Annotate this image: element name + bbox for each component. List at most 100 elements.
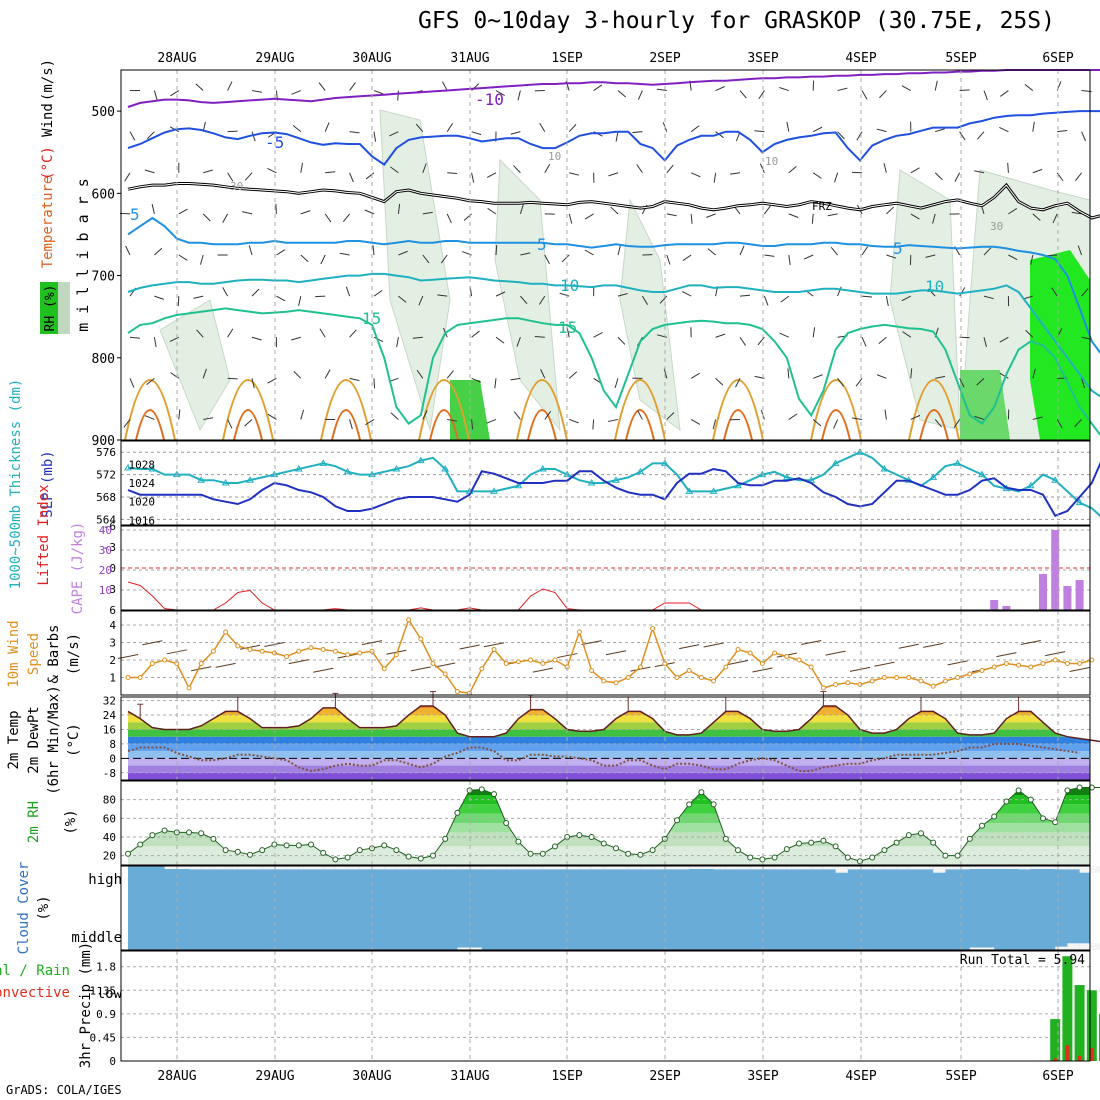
wind-barb (1081, 378, 1086, 389)
wind10m-axis-label: 10m Wind (6, 620, 22, 687)
wind-barb (446, 123, 454, 132)
cloud-gap (1091, 866, 1100, 873)
panel-frame (120, 525, 1091, 611)
wind-barb (300, 409, 305, 420)
rh-marker (796, 840, 802, 847)
thickness-marker (709, 487, 718, 494)
wind-axis-label: Wind (40, 103, 56, 137)
isotherm-10 (127, 272, 1100, 398)
contour-label: FRZ (812, 200, 832, 213)
wind-barb (739, 294, 751, 297)
wind-barb (129, 131, 136, 141)
wind-barb (440, 254, 448, 264)
cloud-gap (982, 866, 995, 869)
temp2m-axis-label: (6hr Min/Max) (46, 685, 62, 795)
cloud-panel (128, 866, 1100, 951)
rh-marker (979, 822, 985, 829)
temp-contour-warm (320, 379, 372, 441)
wind-barb (373, 336, 384, 343)
cloud-gap (921, 866, 934, 870)
wind-barb (559, 292, 570, 297)
wind-barb (418, 295, 424, 306)
temp-bands (128, 706, 1090, 780)
wind-barb (292, 124, 302, 133)
rh-band (128, 787, 1090, 795)
wind-speed-marker (845, 680, 851, 686)
rh-marker (674, 817, 680, 824)
wind-barb (276, 295, 286, 302)
cloud-gap (835, 866, 848, 873)
wind-speed-marker (198, 661, 204, 666)
temp-contour-warm (233, 409, 263, 441)
cloud-gap (969, 866, 982, 869)
wind-barb (1081, 131, 1086, 142)
wind-barb (251, 131, 256, 142)
wind-barb (690, 172, 701, 178)
thickness-marker (441, 465, 450, 472)
wind-barb (666, 254, 671, 265)
cloud-gap (689, 866, 702, 869)
wind-barb (203, 169, 213, 174)
rh-band (128, 823, 1090, 833)
wind-speed-marker (686, 668, 692, 673)
wind-barb (788, 413, 798, 420)
wind-barb (974, 415, 985, 420)
wind-barb (959, 89, 970, 92)
wind-barb (883, 162, 887, 173)
rh-marker (503, 820, 510, 826)
cloud-gap (506, 866, 519, 870)
wind-barb (410, 666, 431, 672)
rh-marker (442, 835, 449, 842)
wind10m-panel (117, 617, 1095, 696)
y-tick-label: 800 (92, 352, 115, 367)
thickness-marker (953, 459, 962, 466)
wind-speed-marker (552, 657, 558, 663)
wind-barb (483, 642, 505, 648)
cloud-row-label: middle (71, 930, 122, 946)
thickness-marker (758, 470, 767, 478)
wind-barb (1008, 254, 1018, 261)
cloud-gap (1079, 866, 1092, 873)
wind-speed-marker (833, 682, 839, 687)
rh-marker (1076, 784, 1083, 791)
wind-barb (516, 337, 521, 347)
wind-speed-marker (442, 671, 448, 677)
wind-barb (735, 378, 741, 388)
wind-speed-marker (381, 666, 387, 672)
rh-marker (283, 842, 290, 849)
isotherm-15 (127, 307, 1100, 437)
cloud-row-label: high (88, 872, 122, 888)
wind-speed-marker (930, 683, 936, 689)
wind-barb (764, 205, 771, 215)
wind-speed-marker (918, 678, 924, 684)
y-tick-label: 60 (103, 812, 116, 825)
y-tick-label: 1.35 (90, 984, 117, 997)
wind-barb (144, 169, 155, 174)
wind-barb (803, 254, 814, 260)
wind-speed-marker (259, 648, 265, 654)
wind-barb (666, 213, 677, 217)
cloud-gap (530, 866, 543, 870)
cape-bar (1063, 586, 1072, 610)
wind-barb (398, 250, 408, 256)
precip-convective-bar (1077, 1055, 1082, 1061)
wind-speed-marker (881, 675, 887, 680)
y-tick-label: 6 (109, 604, 116, 617)
rh-high-shading (960, 370, 1010, 440)
cloud-gap (969, 947, 982, 951)
cloud-gap (896, 866, 909, 870)
thickness-marker (294, 465, 303, 472)
wind-barb (682, 254, 692, 262)
wind-speed-marker (735, 647, 741, 652)
rh2m-panel (121, 784, 1100, 865)
wind-barb (874, 661, 895, 667)
wind-speed-marker (1077, 661, 1083, 666)
wind-barb (1032, 121, 1035, 132)
wind-barb (976, 377, 985, 386)
wind-barb (1025, 329, 1034, 338)
wind-barb (715, 86, 725, 92)
panel-frame (120, 610, 1091, 696)
precip-axis-label: 3hr Precip (mm) (78, 942, 94, 1068)
cloud-gap (359, 866, 372, 870)
wind-barb (983, 295, 994, 300)
